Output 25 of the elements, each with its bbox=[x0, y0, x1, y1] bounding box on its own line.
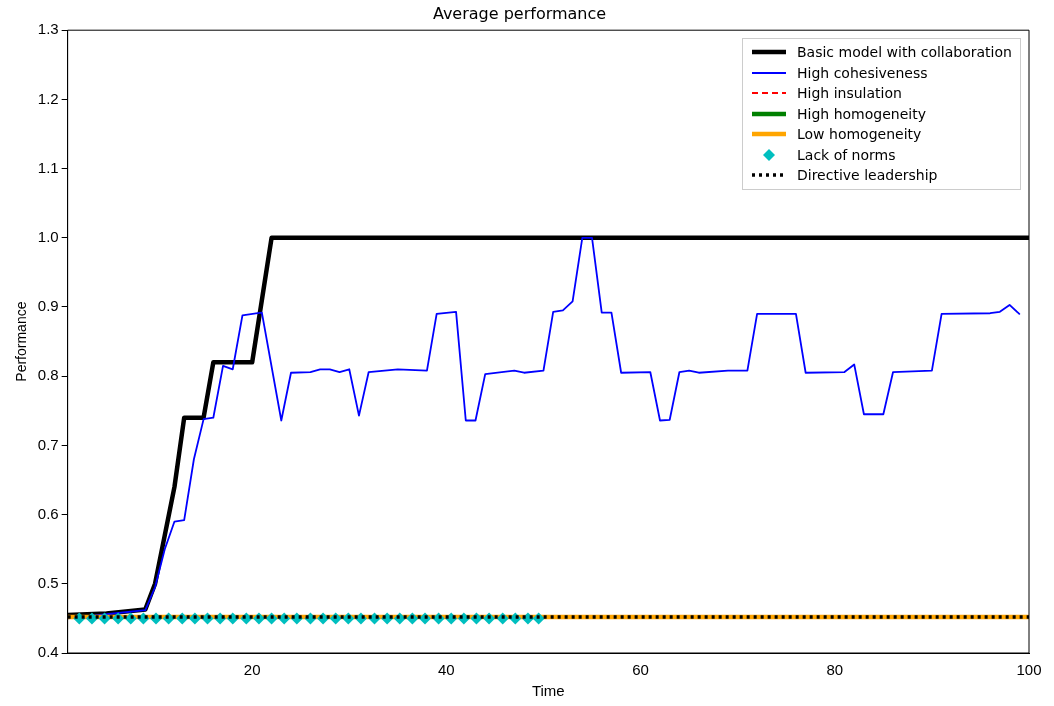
legend-label: Low homogeneity bbox=[797, 125, 922, 145]
y-axis-title: Performance bbox=[13, 301, 30, 382]
legend-label: Basic model with collaboration bbox=[797, 43, 1012, 63]
y-tick-label: 1.0 bbox=[37, 227, 59, 245]
y-tick-label: 1.2 bbox=[37, 89, 59, 107]
y-tick-label: 0.7 bbox=[37, 435, 59, 453]
legend-label: High homogeneity bbox=[797, 104, 926, 124]
y-tick-label: 0.9 bbox=[37, 297, 59, 315]
chart-title: Average performance bbox=[432, 3, 607, 23]
x-axis-title: Time bbox=[531, 682, 565, 700]
x-tick-label: 40 bbox=[438, 661, 455, 679]
y-tick-label: 0.8 bbox=[37, 366, 59, 384]
y-tick-label: 0.6 bbox=[37, 504, 59, 522]
x-tick-label: 80 bbox=[826, 661, 844, 679]
y-tick-label: 1.3 bbox=[37, 20, 59, 38]
x-tick-label: 20 bbox=[243, 661, 261, 679]
legend-label: High cohesiveness bbox=[797, 63, 928, 83]
x-tick-label: 60 bbox=[632, 661, 649, 679]
y-tick-label: 0.4 bbox=[37, 643, 59, 661]
x-tick-label: 100 bbox=[1016, 661, 1042, 679]
y-tick-label: 1.1 bbox=[37, 158, 59, 176]
legend-label: Directive leadership bbox=[797, 166, 938, 186]
legend-label: High insulation bbox=[797, 84, 902, 104]
legend-label: Lack of norms bbox=[797, 145, 896, 165]
y-tick-label: 0.5 bbox=[37, 573, 59, 591]
